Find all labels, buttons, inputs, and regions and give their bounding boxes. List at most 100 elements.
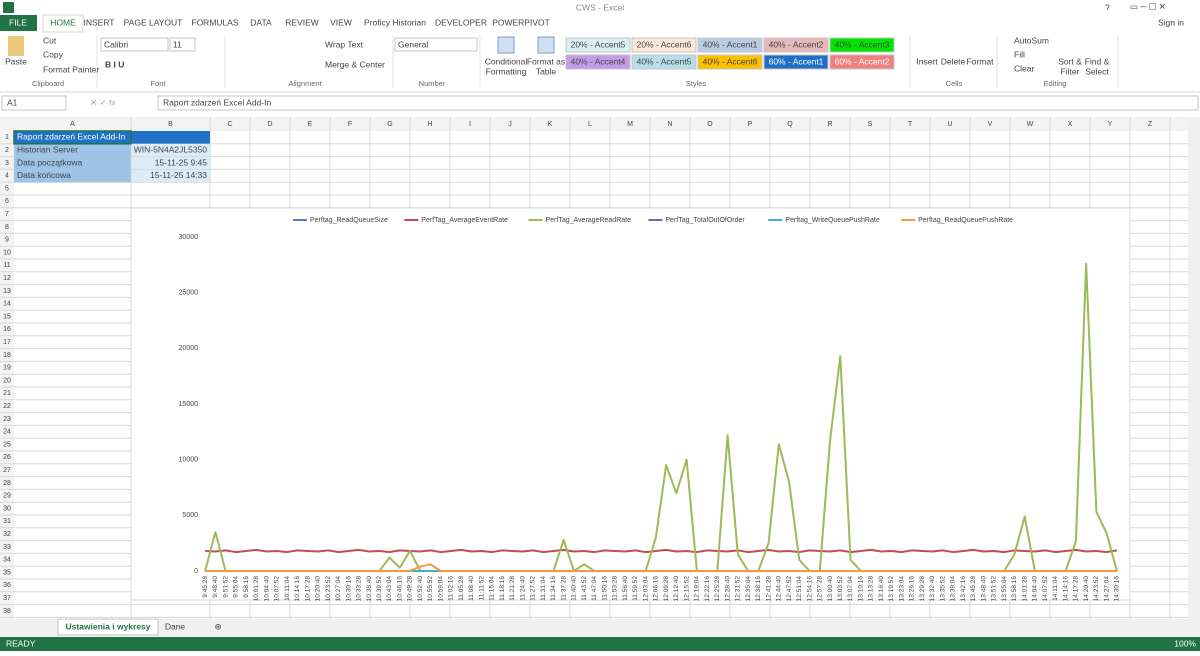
ribbon-tab[interactable]: FILE <box>9 17 27 27</box>
paste[interactable]: Paste <box>5 56 27 66</box>
legend-label[interactable]: Perftag_ReadQueuePushRate <box>918 217 1013 224</box>
style-swatch[interactable] <box>697 54 763 70</box>
format-painter[interactable]: Format Painter <box>43 64 99 74</box>
style-name[interactable]: 40% - Accent5 <box>637 56 692 66</box>
style-swatch[interactable] <box>631 37 697 53</box>
sign-in[interactable]: Sign in <box>1158 17 1184 27</box>
scrollbar[interactable] <box>1188 117 1200 619</box>
bold-button[interactable]: B I U <box>105 59 124 69</box>
x-tick-label: 11:27:52 <box>530 576 537 601</box>
formula-input[interactable] <box>157 95 1199 111</box>
number-format[interactable]: General <box>398 39 428 49</box>
ribbon-tab[interactable]: PAGE LAYOUT <box>124 17 183 27</box>
style-name[interactable]: 40% - Accent3 <box>835 39 890 49</box>
delete[interactable]: Delete <box>941 56 966 66</box>
copy[interactable]: Copy <box>43 49 64 59</box>
name-box-text[interactable]: A1 <box>7 97 18 107</box>
active-tab[interactable] <box>57 618 159 636</box>
add-sheet[interactable]: ⊕ <box>214 621 221 631</box>
ribbon-tab[interactable]: VIEW <box>330 17 352 27</box>
cell-text[interactable]: 15-11-25 9:45 <box>155 157 208 167</box>
style-name[interactable]: 40% - Accent6 <box>703 56 758 66</box>
x-tick-label: 14:17:28 <box>1073 576 1080 602</box>
find-select[interactable]: Select <box>1085 66 1109 76</box>
window-controls[interactable]: ▭ ─ ☐ ✕ <box>1130 1 1166 11</box>
legend-label[interactable]: PerfTag_TotalOutOfOrder <box>665 217 745 224</box>
ribbon-tab[interactable]: DEVELOPER <box>435 17 487 27</box>
row-header: 33 <box>3 544 11 551</box>
sheet-tab[interactable]: Ustawienia i wykresy <box>65 621 150 631</box>
row-header: 3 <box>5 160 9 167</box>
format-table-icon[interactable] <box>537 36 555 54</box>
cell-text[interactable]: WIN-5N4A2JL5350 <box>134 144 208 154</box>
size-box[interactable] <box>169 37 196 52</box>
style-name[interactable]: 20% - Accent5 <box>571 39 626 49</box>
style-swatch[interactable] <box>631 54 697 70</box>
style-name[interactable]: 60% - Accent2 <box>835 56 890 66</box>
style-swatch[interactable] <box>565 37 631 53</box>
cut[interactable]: Cut <box>43 35 57 45</box>
sort-filter[interactable]: Sort & <box>1058 56 1082 66</box>
ribbon-tab[interactable]: POWERPIVOT <box>492 17 550 27</box>
fx-buttons[interactable]: ✕ ✓ fx <box>90 97 116 107</box>
ribbon-tab[interactable]: DATA <box>250 17 272 27</box>
fill[interactable]: Fill <box>1014 49 1025 59</box>
paste-icon[interactable] <box>8 36 24 56</box>
style-swatch[interactable] <box>829 54 895 70</box>
style-swatch[interactable] <box>763 37 829 53</box>
cell-text[interactable]: Historian Server <box>17 144 78 154</box>
row-header: 13 <box>3 288 11 295</box>
style-swatch[interactable] <box>763 54 829 70</box>
ribbon-tab[interactable]: FORMULAS <box>191 17 239 27</box>
style-swatch[interactable] <box>565 54 631 70</box>
style-name[interactable]: 40% - Accent1 <box>703 39 758 49</box>
column-header: F <box>348 121 352 128</box>
cell-text[interactable]: Data końcowa <box>17 170 71 180</box>
ribbon-tab[interactable]: REVIEW <box>285 17 319 27</box>
find-select[interactable]: Find & <box>1085 56 1110 66</box>
cond-format-icon[interactable] <box>497 36 515 54</box>
help-button[interactable]: ? <box>1105 2 1110 12</box>
excel-icon[interactable] <box>3 2 14 13</box>
sheet-tab[interactable]: Dane <box>165 621 186 631</box>
font-box[interactable] <box>100 37 169 52</box>
wrap-text[interactable]: Wrap Text <box>325 39 364 49</box>
font-size[interactable]: 11 <box>173 39 182 49</box>
style-name[interactable]: 40% - Accent2 <box>769 39 824 49</box>
x-tick-label: 12:12:40 <box>673 576 680 602</box>
style-swatch[interactable] <box>829 37 895 53</box>
ribbon-tab[interactable]: HOME <box>50 17 76 27</box>
x-tick-label: 12:41:28 <box>765 576 772 602</box>
x-tick-label: 12:25:28 <box>714 576 721 602</box>
style-name[interactable]: 40% - Accent4 <box>571 56 626 66</box>
style-name[interactable]: 60% - Accent1 <box>769 56 824 66</box>
formula-content[interactable]: Raport zdarzeń Excel Add-In <box>163 97 271 107</box>
conditional-formatting[interactable]: Conditional <box>485 56 528 66</box>
ribbon-tab[interactable]: Proficy Historian <box>364 17 426 27</box>
legend-label[interactable]: PerfTag_AverageReadRate <box>546 217 632 224</box>
style-name[interactable]: 20% - Accent6 <box>637 39 692 49</box>
ribbon-tab[interactable]: INSERT <box>83 17 114 27</box>
cell-text[interactable]: Data początkowa <box>17 157 82 167</box>
number-format-box[interactable] <box>394 37 478 52</box>
legend-label[interactable]: Perftag_ReadQueueSize <box>310 217 388 224</box>
merge-center[interactable]: Merge & Center <box>325 59 385 69</box>
legend-label[interactable]: PerfTag_AverageEventRate <box>421 217 508 224</box>
format-as-table[interactable]: Table <box>536 66 557 76</box>
sort-filter[interactable]: Filter <box>1061 66 1080 76</box>
cell-text[interactable]: 15-11-25 14:33 <box>150 170 207 180</box>
y-tick-label: 10000 <box>179 457 199 464</box>
cell-text[interactable]: Raport zdarzeń Excel Add-In <box>17 132 125 142</box>
conditional-formatting[interactable]: Formatting <box>486 66 527 76</box>
zoom-level[interactable]: 100% <box>1174 638 1196 648</box>
name-box[interactable] <box>1 95 67 111</box>
insert[interactable]: Insert <box>916 56 938 66</box>
legend-label[interactable]: Perftag_WriteQueuePushRate <box>785 217 880 224</box>
format[interactable]: Format <box>967 56 995 66</box>
autosum[interactable]: AutoSum <box>1014 35 1049 45</box>
style-swatch[interactable] <box>697 37 763 53</box>
home-tab-bg <box>42 14 84 33</box>
font-name[interactable]: Calibri <box>104 39 128 49</box>
clear[interactable]: Clear <box>1014 63 1034 73</box>
format-as-table[interactable]: Format as <box>527 56 565 66</box>
